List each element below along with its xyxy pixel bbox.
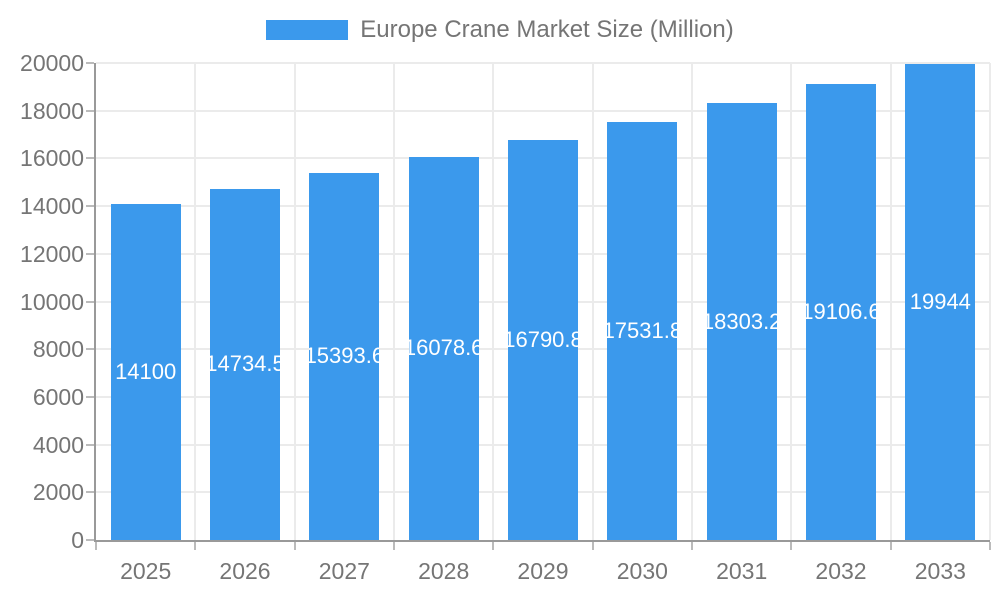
y-tick-label: 4000 xyxy=(32,431,84,458)
y-tick-label: 20000 xyxy=(20,50,84,76)
bar-value-label-2025: 14100 xyxy=(115,358,177,384)
x-tick xyxy=(293,542,296,550)
v-gridline xyxy=(691,63,693,540)
x-tick xyxy=(194,542,197,550)
y-tick xyxy=(86,109,94,112)
legend-swatch xyxy=(266,20,349,40)
y-axis xyxy=(94,63,96,542)
v-gridline xyxy=(989,63,991,540)
bar-value-label-2026: 14734.5 xyxy=(210,351,280,377)
x-axis xyxy=(94,540,990,542)
y-tick-label: 18000 xyxy=(20,97,84,124)
x-tick-label-2028: 2028 xyxy=(418,558,470,584)
x-tick xyxy=(691,542,693,550)
bar-value-label-2027: 15393.6 xyxy=(309,343,380,369)
bar-2028[interactable]: 16078.6 xyxy=(408,156,479,540)
x-tick-label-2032: 2032 xyxy=(815,558,867,584)
y-tick-label: 0 xyxy=(71,527,84,553)
y-tick-label: 16000 xyxy=(20,145,84,172)
x-tick-label-2030: 2030 xyxy=(616,558,668,584)
y-tick-label: 6000 xyxy=(32,383,84,410)
y-tick xyxy=(86,205,94,208)
x-tick-label-2025: 2025 xyxy=(120,558,172,584)
bar-2026[interactable]: 14734.5 xyxy=(210,188,280,540)
y-tick xyxy=(86,300,94,303)
bar-value-label-2028: 16078.6 xyxy=(408,335,479,361)
v-gridline xyxy=(293,63,296,540)
v-gridline xyxy=(492,63,495,540)
bar-value-label-2032: 19106.6 xyxy=(806,299,876,325)
legend-label: Europe Crane Market Size (Million) xyxy=(360,16,734,43)
x-tick xyxy=(393,542,395,550)
bar-2029[interactable]: 16790.8 xyxy=(508,139,578,540)
v-gridline xyxy=(790,63,793,540)
x-tick xyxy=(989,542,991,550)
y-tick xyxy=(86,157,94,160)
x-tick xyxy=(591,542,594,550)
y-tick-label: 10000 xyxy=(20,288,84,315)
y-tick-label: 2000 xyxy=(32,479,84,506)
v-gridline xyxy=(591,63,594,540)
x-tick-label-2029: 2029 xyxy=(517,558,569,584)
bar-2031[interactable]: 18303.2 xyxy=(706,103,777,540)
x-tick-label-2026: 2026 xyxy=(219,558,271,584)
y-tick-label: 8000 xyxy=(32,336,84,363)
v-gridline xyxy=(393,63,395,540)
x-tick xyxy=(790,542,793,550)
legend[interactable]: Europe Crane Market Size (Million) xyxy=(0,16,1000,44)
y-tick xyxy=(86,62,94,64)
x-tick-label-2031: 2031 xyxy=(716,558,768,584)
bar-value-label-2030: 17531.8 xyxy=(607,317,678,343)
y-tick-label: 14000 xyxy=(20,193,84,220)
x-tick xyxy=(492,542,495,550)
y-tick xyxy=(86,491,94,494)
bar-2032[interactable]: 19106.6 xyxy=(806,84,876,540)
v-gridline xyxy=(889,63,892,540)
bar-2027[interactable]: 15393.6 xyxy=(309,172,380,540)
v-gridline xyxy=(194,63,197,540)
x-tick-label-2033: 2033 xyxy=(914,558,966,584)
y-tick-label: 12000 xyxy=(20,240,84,267)
y-tick xyxy=(86,443,94,446)
x-tick-label-2027: 2027 xyxy=(318,558,370,584)
y-tick xyxy=(86,539,94,541)
x-tick xyxy=(889,542,892,550)
bar-2025[interactable]: 14100 xyxy=(110,203,181,540)
x-tick xyxy=(95,542,97,550)
bar-2033[interactable]: 19944 xyxy=(905,64,976,540)
y-tick xyxy=(86,252,94,255)
bar-2030[interactable]: 17531.8 xyxy=(607,121,678,540)
h-gridline xyxy=(96,62,990,64)
h-gridline xyxy=(96,109,990,112)
bar-value-label-2033: 19944 xyxy=(909,289,971,315)
bar-value-label-2031: 18303.2 xyxy=(706,308,777,334)
y-tick xyxy=(86,348,94,351)
y-tick xyxy=(86,395,94,398)
bar-value-label-2029: 16790.8 xyxy=(508,326,578,352)
